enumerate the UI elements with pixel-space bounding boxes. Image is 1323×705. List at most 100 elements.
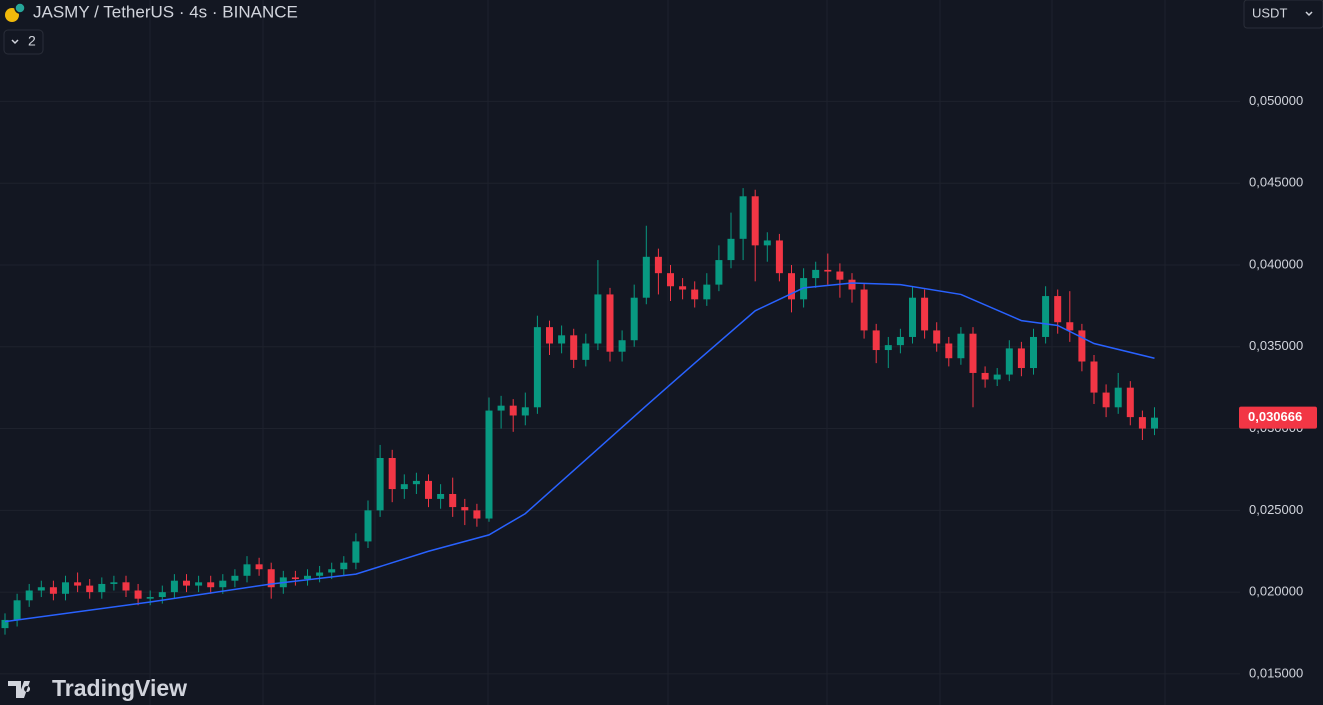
candle-body [219,580,227,588]
candle-body [909,297,916,337]
candle-body [824,269,832,272]
indicator-toggle[interactable] [3,29,44,55]
candle-body [255,564,263,570]
symbol-title: JASMY / TetherUS · 4s · BINANCE [33,2,298,21]
candle-body [388,458,396,490]
candle-body [304,575,311,580]
last-price-label: 0,030666 [1248,409,1302,424]
candle-body [933,330,941,344]
candle-body [134,590,142,599]
candle-body [170,580,178,593]
candle-body [122,582,130,591]
candle-body [945,343,953,359]
candle-body [207,582,215,588]
candle-body [1054,296,1062,323]
candle-body [267,569,275,588]
y-tick-label: 0,050000 [1249,93,1303,108]
candle-body [691,289,699,300]
candle-body [667,273,674,287]
moving-average [4,282,1155,623]
candle-body [788,273,795,300]
candle-body [400,484,408,490]
candle-body [1151,417,1158,429]
chevron-icon [11,39,19,45]
candle-body [582,343,590,360]
candle-body [642,256,650,298]
candle-body [921,297,929,331]
currency-dropdown[interactable] [1243,0,1323,29]
candle-body [848,279,856,290]
candle-body [497,405,505,411]
candle-body [25,590,33,601]
candle-body [195,582,203,586]
y-tick-label: 0,015000 [1249,665,1303,680]
candle-body [993,374,1001,380]
indicator-count[interactable]: 2 [28,33,36,49]
time-grid [149,0,1166,705]
candle-body [62,582,69,594]
candle-body [703,284,711,300]
candle-body [618,340,626,352]
candle-body [872,330,880,351]
candle-body [896,336,904,346]
candle-body [425,480,432,499]
y-tick-label: 0,040000 [1249,256,1303,271]
candle-body [812,269,820,279]
candle-body [1138,417,1146,429]
candle-body [1030,336,1037,369]
dropdown-icon [1305,11,1313,17]
candle-body [1102,392,1110,408]
candle-body [594,294,602,344]
candle-body [775,240,783,274]
candle-body [1,619,9,629]
candle-body [836,271,844,280]
candle-body [679,286,687,290]
candle-body [606,294,614,352]
candle-body [340,562,348,570]
candle-body [1078,330,1086,362]
candle-body [546,327,553,344]
candle-body [376,458,384,511]
candle-body [1090,361,1098,393]
candle-body [243,564,251,576]
candle-body [98,583,106,593]
candle-body [981,372,989,380]
candle-body [437,493,445,499]
candle-body [521,407,529,416]
candle-body [316,572,324,576]
y-tick-label: 0,035000 [1249,338,1303,353]
candle-body [412,480,420,485]
candle-body [74,582,82,586]
candle-body [727,238,735,261]
brand-logo [8,681,31,698]
candle-body [364,510,372,542]
brand-name: TradingView [52,675,187,701]
y-tick-label: 0,025000 [1249,502,1303,517]
candle-body [1114,387,1122,408]
candle-body [509,405,517,416]
y-tick-label: 0,045000 [1249,175,1303,190]
candle-body [763,240,771,246]
candle-body [1042,296,1050,337]
candle-body [1017,348,1025,369]
candle-body [231,575,239,581]
candle-body [1126,387,1134,418]
candle-body [969,333,977,373]
currency-label[interactable]: USDT [1252,5,1287,20]
candle-body [352,541,360,563]
candle-body [37,587,45,591]
candle-body [461,507,469,511]
candle-body [630,297,638,341]
candle-body [739,196,747,239]
candle-body [558,335,566,344]
candle-body [86,585,94,593]
candle-body [146,597,154,599]
candle-body [751,196,759,246]
candle-body [473,510,481,519]
candle-body [158,592,166,598]
candle-body [654,256,662,274]
candle-body [449,493,457,508]
currency-logo [14,2,26,14]
candle-body [533,327,541,408]
